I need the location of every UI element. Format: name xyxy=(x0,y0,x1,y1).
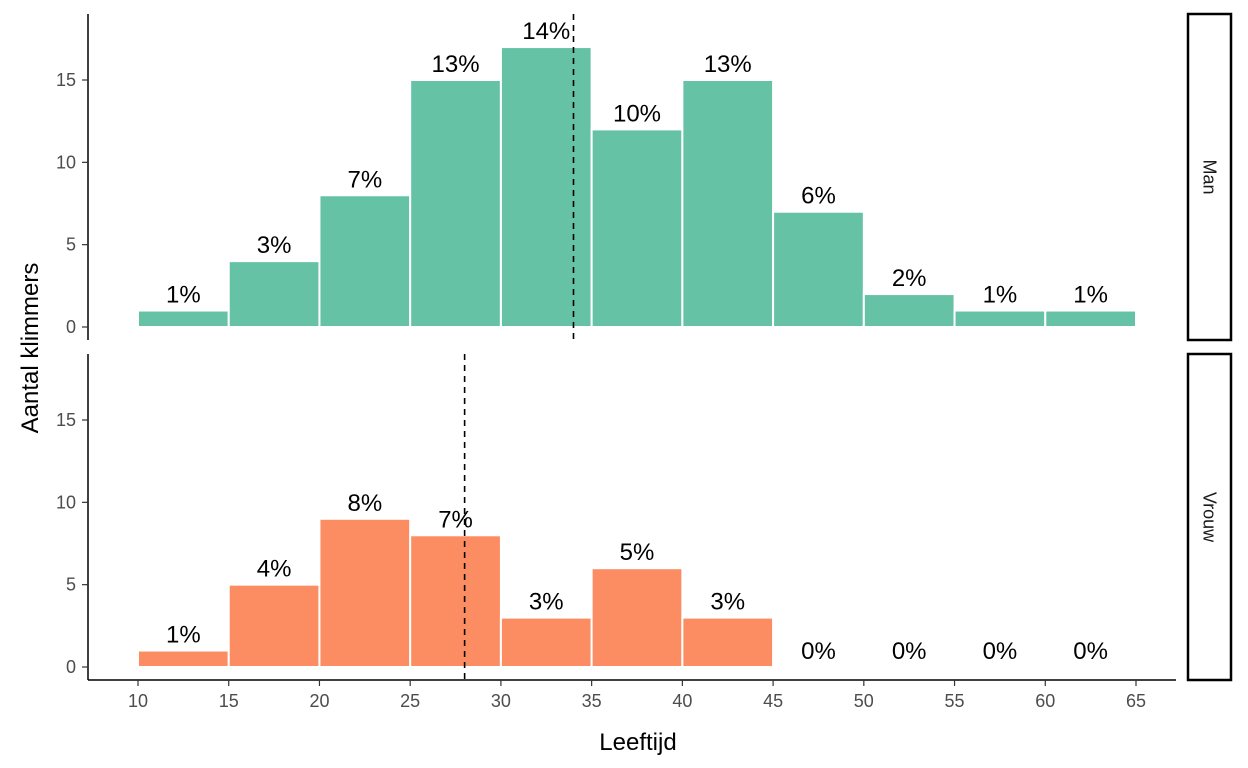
facet-strip xyxy=(1186,12,1233,342)
histogram-bar xyxy=(227,583,321,669)
histogram-bar xyxy=(681,79,775,328)
y-tick-label: 15 xyxy=(56,410,76,430)
bar-percent-label: 3% xyxy=(257,232,292,259)
bar-percent-label: 1% xyxy=(983,282,1018,309)
x-tick-label: 10 xyxy=(128,691,148,711)
bar-percent-label: 8% xyxy=(347,490,382,517)
x-tick-label: 40 xyxy=(672,691,692,711)
histogram-bar xyxy=(862,293,956,329)
facet-man: 0 5 10 15 1% 3% 7% 13% 14% 10% 13% 6% 2% 1% 1% Man xyxy=(56,12,1233,342)
x-tick-label: 65 xyxy=(1126,691,1146,711)
bar-percent-label: 1% xyxy=(166,622,201,649)
x-tick-label: 60 xyxy=(1035,691,1055,711)
bar-percent-label: 0% xyxy=(983,638,1018,665)
x-tick-label: 55 xyxy=(945,691,965,711)
x-tick-label: 35 xyxy=(582,691,602,711)
y-tick-label: 10 xyxy=(56,492,76,512)
histogram-bar xyxy=(137,309,230,328)
facet-strip xyxy=(1186,352,1233,682)
bar-percent-label: 0% xyxy=(892,638,927,665)
bar-percent-label: 7% xyxy=(438,506,473,533)
bar-percent-label: 14% xyxy=(522,18,570,45)
histogram-bar xyxy=(409,534,502,668)
bar-percent-label: 6% xyxy=(801,183,836,210)
histogram-bar xyxy=(590,128,684,328)
histogram-bar xyxy=(137,649,230,668)
histogram-bar xyxy=(590,567,684,669)
bar-percent-label: 0% xyxy=(801,638,836,665)
y-tick-label: 15 xyxy=(56,70,76,90)
histogram-bar xyxy=(318,517,412,668)
histogram-bar xyxy=(953,309,1047,328)
y-tick-label: 0 xyxy=(66,317,76,337)
bar-percent-label: 2% xyxy=(892,265,927,292)
x-axis-title: Leeftijd xyxy=(599,729,676,756)
x-tick-label: 15 xyxy=(219,691,239,711)
bar-percent-label: 13% xyxy=(704,51,752,78)
y-tick-label: 5 xyxy=(66,575,76,595)
bar-percent-label: 3% xyxy=(710,589,745,616)
histogram-bar xyxy=(499,46,593,328)
histogram-bar xyxy=(1044,309,1137,328)
histogram-bar xyxy=(681,616,775,668)
facet-vrouw: 0 5 10 15 1% 4% 8% 7% 3% 5% 3% 0% 0% 0% 0% Vrouw xyxy=(56,352,1233,682)
x-tick-label: 50 xyxy=(854,691,874,711)
histogram-bar xyxy=(499,616,593,668)
bar-percent-label: 3% xyxy=(529,589,564,616)
bar-percent-label: 0% xyxy=(1073,638,1108,665)
histogram-bar xyxy=(227,260,321,328)
bar-percent-label: 10% xyxy=(613,100,661,127)
facet-strip-label: Vrouw xyxy=(1200,492,1220,543)
y-axis-title: Aantal klimmers xyxy=(17,263,44,434)
x-tick-label: 45 xyxy=(763,691,783,711)
bar-percent-label: 5% xyxy=(620,539,655,566)
x-tick-label: 25 xyxy=(400,691,420,711)
x-tick-label: 30 xyxy=(491,691,511,711)
y-tick-label: 5 xyxy=(66,235,76,255)
bar-percent-label: 1% xyxy=(166,282,201,309)
bar-percent-label: 4% xyxy=(257,556,292,583)
bar-percent-label: 7% xyxy=(347,166,382,193)
y-tick-label: 0 xyxy=(66,657,76,677)
y-tick-label: 10 xyxy=(56,152,76,172)
x-tick-label: 20 xyxy=(309,691,329,711)
histogram-bar xyxy=(318,194,412,328)
bar-percent-label: 1% xyxy=(1073,282,1108,309)
histogram-bar xyxy=(409,79,502,328)
bar-percent-label: 13% xyxy=(432,51,480,78)
histogram-bar xyxy=(772,210,865,329)
facet-strip-label: Man xyxy=(1200,159,1220,194)
